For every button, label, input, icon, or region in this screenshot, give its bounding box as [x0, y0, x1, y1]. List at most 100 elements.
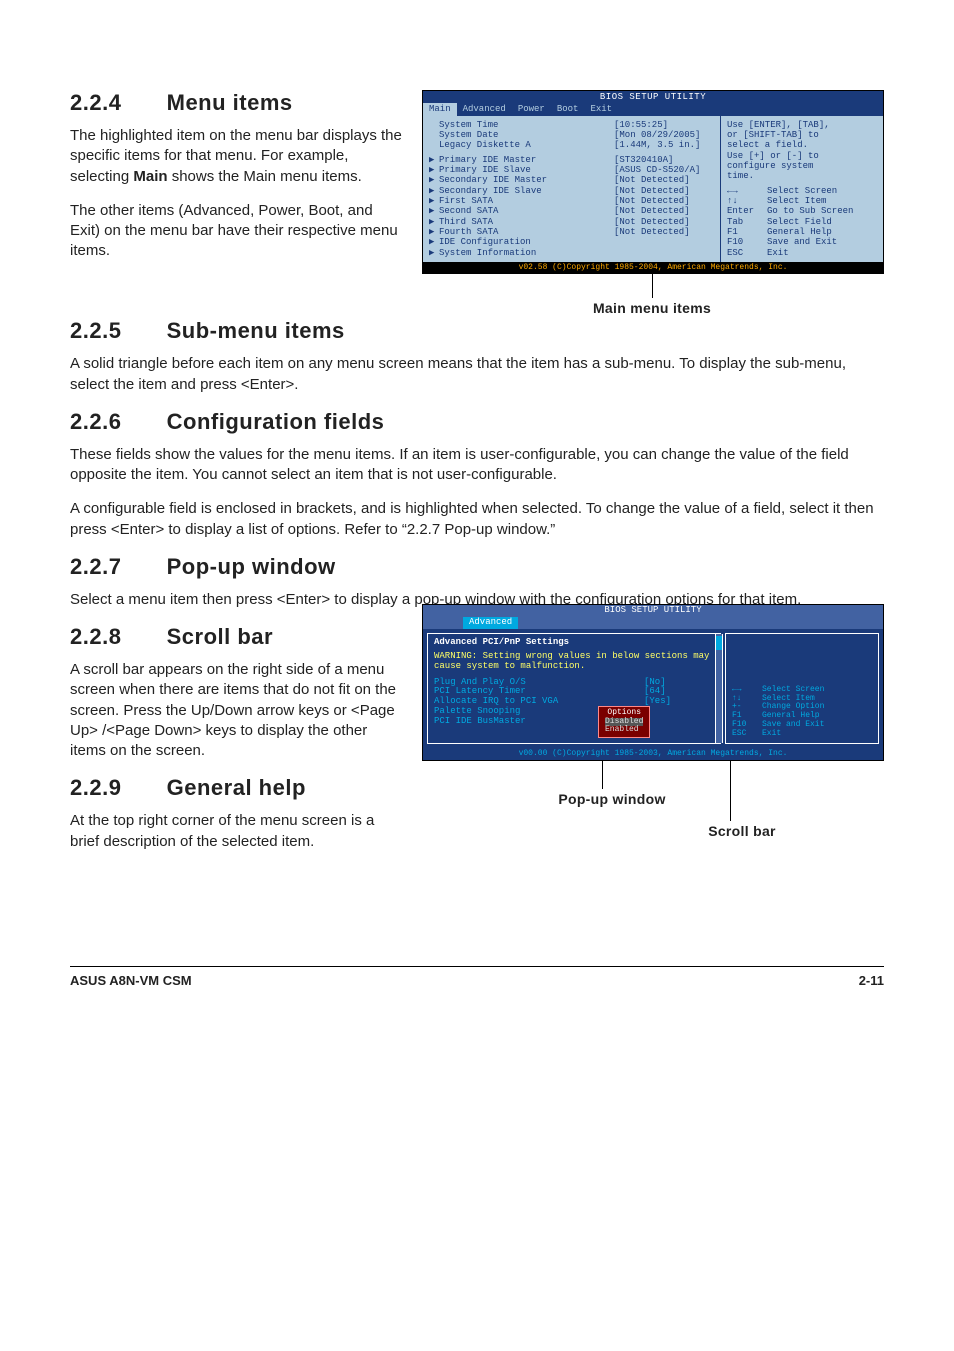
- bios1-row-label: Secondary IDE Slave: [439, 186, 614, 196]
- bios2-tab-advanced: Advanced: [463, 617, 518, 629]
- bios2-help-key: ESCExit: [732, 730, 872, 739]
- para-228: A scroll bar appears on the right side o…: [70, 660, 406, 761]
- bios1-row-label: IDE Configuration: [439, 237, 614, 247]
- bios1-help-line: or [SHIFT-TAB] to: [727, 130, 877, 140]
- heading-224-number: 2.2.4: [70, 90, 160, 116]
- heading-224: 2.2.4 Menu items: [70, 90, 406, 116]
- submenu-arrow-icon: [429, 120, 439, 130]
- heading-227: 2.2.7 Pop-up window: [70, 554, 884, 580]
- bios1-row-label: Primary IDE Master: [439, 155, 614, 165]
- bios1-row-value: [Not Detected]: [614, 186, 714, 196]
- submenu-arrow-icon: ▶: [429, 206, 439, 216]
- bios2-popup: Options Disabled Enabled: [598, 706, 650, 738]
- bios1-tab-advanced: Advanced: [457, 103, 512, 115]
- submenu-arrow-icon: ▶: [429, 237, 439, 247]
- bios1-row-label: Fourth SATA: [439, 227, 614, 237]
- bios1-row: System Date[Mon 08/29/2005]: [429, 130, 714, 140]
- bios2-warning: WARNING: Setting wrong values in below s…: [434, 652, 714, 672]
- para-224b: The other items (Advanced, Power, Boot, …: [70, 201, 406, 262]
- bios1-row-label: Third SATA: [439, 217, 614, 227]
- bios1-help-line: Use [ENTER], [TAB],: [727, 120, 877, 130]
- para-226b: A configurable field is enclosed in brac…: [70, 499, 884, 540]
- bios2-help-key: F10Save and Exit: [732, 721, 872, 730]
- bios1-row-label: Second SATA: [439, 206, 614, 216]
- bios1-row: System Time[10:55:25]: [429, 120, 714, 130]
- submenu-arrow-icon: ▶: [429, 217, 439, 227]
- bios1-row-value: [Mon 08/29/2005]: [614, 130, 714, 140]
- bios2-heading: Advanced PCI/PnP Settings: [434, 638, 714, 648]
- caption-main-menu-items: Main menu items: [552, 300, 752, 316]
- bios1-row: ▶Secondary IDE Slave[Not Detected]: [429, 186, 714, 196]
- bios1-row-label: Secondary IDE Master: [439, 175, 614, 185]
- submenu-arrow-icon: ▶: [429, 227, 439, 237]
- bios1-help-key: F1General Help: [727, 227, 877, 237]
- bios1-row-label: First SATA: [439, 196, 614, 206]
- bios1-row-label: System Date: [439, 130, 614, 140]
- bios1-row: ▶Primary IDE Slave[ASUS CD-S520/A]: [429, 165, 714, 175]
- submenu-arrow-icon: ▶: [429, 186, 439, 196]
- bold-main: Main: [133, 168, 167, 185]
- bios1-row-value: [1.44M, 3.5 in.]: [614, 140, 714, 150]
- bios1-row-value: [614, 248, 714, 258]
- bios1-row-label: Legacy Diskette A: [439, 140, 614, 150]
- bios1-footer: v02.58 (C)Copyright 1985-2004, American …: [423, 262, 883, 273]
- bios1-row-label: System Information: [439, 248, 614, 258]
- heading-229: 2.2.9 General help: [70, 775, 406, 801]
- bios1-row-label: Primary IDE Slave: [439, 165, 614, 175]
- submenu-arrow-icon: [429, 130, 439, 140]
- page-footer: ASUS A8N-VM CSM 2-11: [70, 966, 884, 988]
- bios1-title: BIOS SETUP UTILITY: [423, 91, 883, 103]
- bios1-help-key: ↑↓Select Item: [727, 196, 877, 206]
- bios2-scrollbar: [715, 634, 723, 743]
- heading-224-title: Menu items: [167, 90, 293, 115]
- para-226a: These fields show the values for the men…: [70, 445, 884, 486]
- bios1-row: ▶IDE Configuration: [429, 237, 714, 247]
- bios1-row-value: [ASUS CD-S520/A]: [614, 165, 714, 175]
- bios2-title: BIOS SETUP UTILITY: [423, 605, 883, 617]
- heading-226: 2.2.6 Configuration fields: [70, 409, 884, 435]
- bios1-row: ▶Third SATA[Not Detected]: [429, 217, 714, 227]
- heading-228: 2.2.8 Scroll bar: [70, 624, 406, 650]
- bios1-row-label: System Time: [439, 120, 614, 130]
- bios2-row: PCI IDE BusMaster: [434, 717, 714, 727]
- para-225: A solid triangle before each item on any…: [70, 354, 884, 395]
- para-224a: The highlighted item on the menu bar dis…: [70, 126, 406, 187]
- bios1-help-line: Use [+] or [-] to: [727, 151, 877, 161]
- bios1-tab-power: Power: [512, 103, 551, 115]
- bios1-help-line: select a field.: [727, 140, 877, 150]
- bios1-help-key: ←→Select Screen: [727, 186, 877, 196]
- footer-right: 2-11: [859, 973, 884, 988]
- bios1-row: ▶Secondary IDE Master[Not Detected]: [429, 175, 714, 185]
- bios1-row: ▶Second SATA[Not Detected]: [429, 206, 714, 216]
- bios1-tab-boot: Boot: [551, 103, 585, 115]
- bios1-row-value: [614, 237, 714, 247]
- bios1-help-key: TabSelect Field: [727, 217, 877, 227]
- bios2-tab-row: Advanced: [423, 617, 883, 629]
- bios1-row-value: [Not Detected]: [614, 217, 714, 227]
- bios1-row-value: [ST320410A]: [614, 155, 714, 165]
- bios-main-screenshot: BIOS SETUP UTILITY MainAdvancedPowerBoot…: [422, 90, 884, 274]
- bios1-row: ▶System Information: [429, 248, 714, 258]
- bios1-tab-row: MainAdvancedPowerBootExit: [423, 103, 883, 115]
- bios1-help-line: time.: [727, 171, 877, 181]
- submenu-arrow-icon: [429, 140, 439, 150]
- bios1-help-key: F10Save and Exit: [727, 237, 877, 247]
- caption-scroll-bar: Scroll bar: [652, 823, 832, 839]
- footer-left: ASUS A8N-VM CSM: [70, 973, 192, 988]
- bios2-footer: v00.00 (C)Copyright 1985-2003, American …: [423, 748, 883, 761]
- bios1-row-value: [Not Detected]: [614, 227, 714, 237]
- bios1-help-line: configure system: [727, 161, 877, 171]
- submenu-arrow-icon: ▶: [429, 248, 439, 258]
- bios1-tab-exit: Exit: [584, 103, 618, 115]
- bios1-row: Legacy Diskette A[1.44M, 3.5 in.]: [429, 140, 714, 150]
- bios1-row-value: [Not Detected]: [614, 196, 714, 206]
- bios1-help-key: EnterGo to Sub Screen: [727, 206, 877, 216]
- heading-225: 2.2.5 Sub-menu items: [70, 318, 884, 344]
- bios1-row-value: [Not Detected]: [614, 206, 714, 216]
- bios1-row-value: [Not Detected]: [614, 175, 714, 185]
- bios1-row: ▶First SATA[Not Detected]: [429, 196, 714, 206]
- submenu-arrow-icon: ▶: [429, 165, 439, 175]
- bios1-help-key: ESCExit: [727, 248, 877, 258]
- submenu-arrow-icon: ▶: [429, 175, 439, 185]
- submenu-arrow-icon: ▶: [429, 196, 439, 206]
